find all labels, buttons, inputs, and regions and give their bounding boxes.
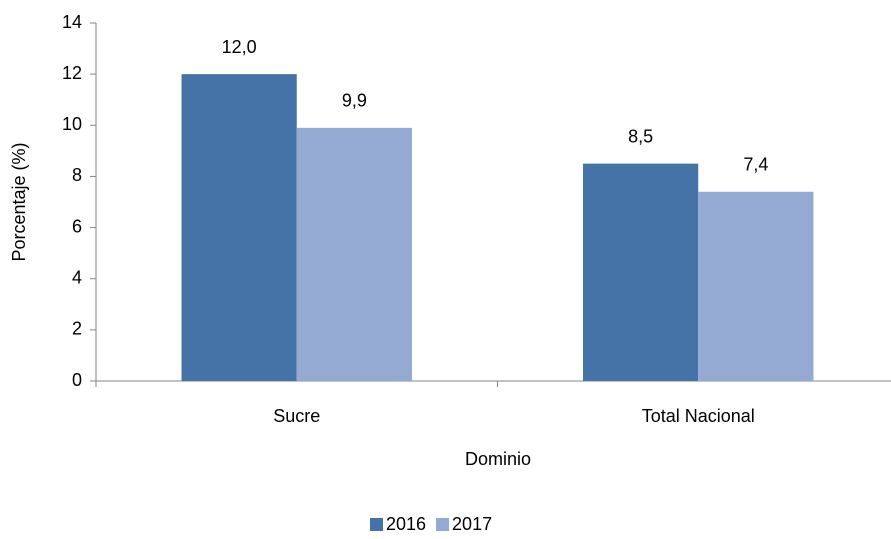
y-axis-label: Porcentaje (%) (9, 142, 29, 261)
legend-label: 2016 (386, 514, 426, 534)
y-tick-label: 2 (72, 319, 82, 339)
data-label: 9,9 (342, 91, 367, 111)
legend-swatch (436, 518, 450, 531)
bar (296, 127, 412, 381)
y-tick-label: 10 (62, 114, 82, 134)
y-tick-label: 14 (62, 12, 82, 32)
bar (583, 163, 699, 381)
x-axis-label: Dominio (465, 449, 531, 469)
legend-swatch (370, 518, 383, 531)
bar (181, 74, 297, 382)
x-tick-label: Total Nacional (642, 406, 755, 426)
x-tick-label: Sucre (273, 406, 320, 426)
bar (698, 191, 814, 381)
data-label: 12,0 (222, 37, 257, 57)
data-label: 7,4 (743, 155, 768, 175)
y-tick-label: 0 (72, 370, 82, 390)
y-tick-label: 12 (62, 63, 82, 83)
data-label: 8,5 (628, 126, 653, 146)
y-tick-label: 6 (72, 216, 82, 236)
legend-label: 2017 (452, 514, 492, 534)
y-tick-label: 4 (72, 267, 82, 287)
y-tick-label: 8 (72, 165, 82, 185)
